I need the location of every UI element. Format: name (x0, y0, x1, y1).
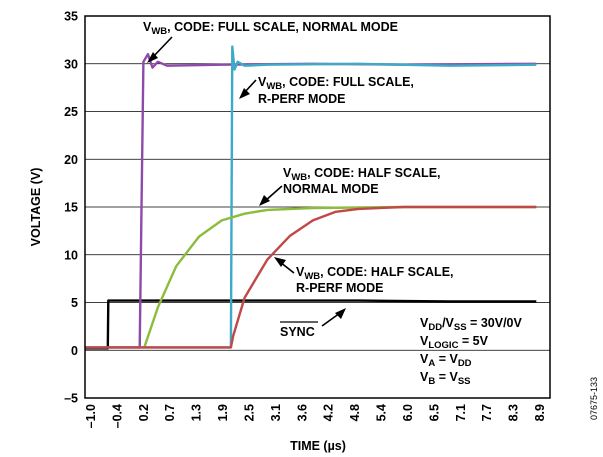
x-tick-label: 4.8 (348, 404, 362, 421)
x-tick-labels: –1.0 –0.4 0.2 0.7 1.3 1.9 2.5 3.1 3.6 4.2 4.8 5.4 6.… (84, 404, 547, 428)
x-tick-label: –0.4 (110, 404, 124, 428)
x-tick-label: 0.7 (163, 404, 177, 421)
y-tick-label: 30 (64, 57, 78, 71)
annotation-full-scale-normal: VWB, CODE: FULL SCALE, NORMAL MODE (143, 20, 398, 37)
annotation-half-scale-rperf: VWB, CODE: HALF SCALE, (296, 265, 454, 282)
annotation-half-scale-normal-line2: NORMAL MODE (283, 182, 379, 196)
series-line-3 (143, 205, 537, 348)
y-tick-labels: 35 30 25 20 15 10 5 0 –5 (64, 10, 78, 406)
x-axis-title: TIME (µs) (290, 439, 346, 453)
y-tick-label: 10 (64, 248, 78, 262)
annotation-half-scale-rperf-line2: R-PERF MODE (296, 281, 384, 295)
plot-frame (84, 15, 551, 399)
annotation-sync: SYNC (280, 325, 315, 339)
y-axis-title: VOLTAGE (V) (29, 168, 43, 247)
arrow-head-4 (274, 257, 286, 267)
x-tick-label: 7.7 (480, 404, 494, 421)
annotation-full-scale-rperf-line2: R-PERF MODE (258, 92, 346, 106)
arrow-line-sync (321, 312, 341, 327)
x-tick-label: –1.0 (84, 404, 98, 428)
annotation-arrows (147, 36, 346, 327)
x-tick-label: 6.0 (401, 404, 415, 421)
grid (85, 63, 550, 351)
condition-logic: VLOGIC = 5V (420, 334, 489, 351)
x-tick-label: 3.1 (269, 404, 283, 421)
x-tick-label: 8.9 (533, 404, 547, 421)
series-line-2 (85, 45, 537, 349)
series-group (85, 45, 537, 350)
condition-vb: VB = VSS (420, 370, 471, 387)
figure-id: 07675-133 (589, 377, 599, 420)
arrow-head-3 (259, 195, 270, 206)
y-tick-label: 35 (64, 10, 78, 24)
x-tick-label: 4.2 (322, 404, 336, 421)
arrow-head-sync (335, 308, 346, 319)
x-tick-label: 1.3 (190, 404, 204, 421)
condition-supply: VDD/VSS = 30V/0V (420, 316, 522, 333)
annotation-full-scale-rperf: VWB, CODE: FULL SCALE, (258, 75, 414, 92)
x-tick-label: 8.3 (507, 404, 521, 421)
x-tick-label: 2.5 (242, 404, 256, 421)
annotation-half-scale-normal: VWB, CODE: HALF SCALE, (283, 166, 441, 183)
x-tick-label: 7.1 (454, 404, 468, 421)
y-tick-label: 5 (71, 296, 78, 310)
y-tick-label: 25 (64, 105, 78, 119)
x-tick-label: 3.6 (295, 404, 309, 421)
y-tick-label: 0 (71, 344, 78, 358)
condition-va: VA = VDD (420, 352, 472, 369)
x-tick-label: 6.5 (427, 404, 441, 421)
arrow-line-3 (264, 185, 283, 202)
y-tick-label: –5 (64, 392, 78, 406)
arrow-head-1 (147, 52, 158, 63)
y-tick-label: 20 (64, 153, 78, 167)
arrow-head-2 (239, 88, 250, 99)
x-tick-label: 5.4 (375, 404, 389, 421)
arrow-line-1 (151, 36, 173, 59)
series-line-0 (85, 299, 537, 350)
y-tick-label: 15 (64, 201, 78, 215)
x-tick-label: 1.9 (216, 404, 230, 421)
series-line-4 (85, 205, 537, 349)
x-tick-label: 0.2 (137, 404, 151, 421)
